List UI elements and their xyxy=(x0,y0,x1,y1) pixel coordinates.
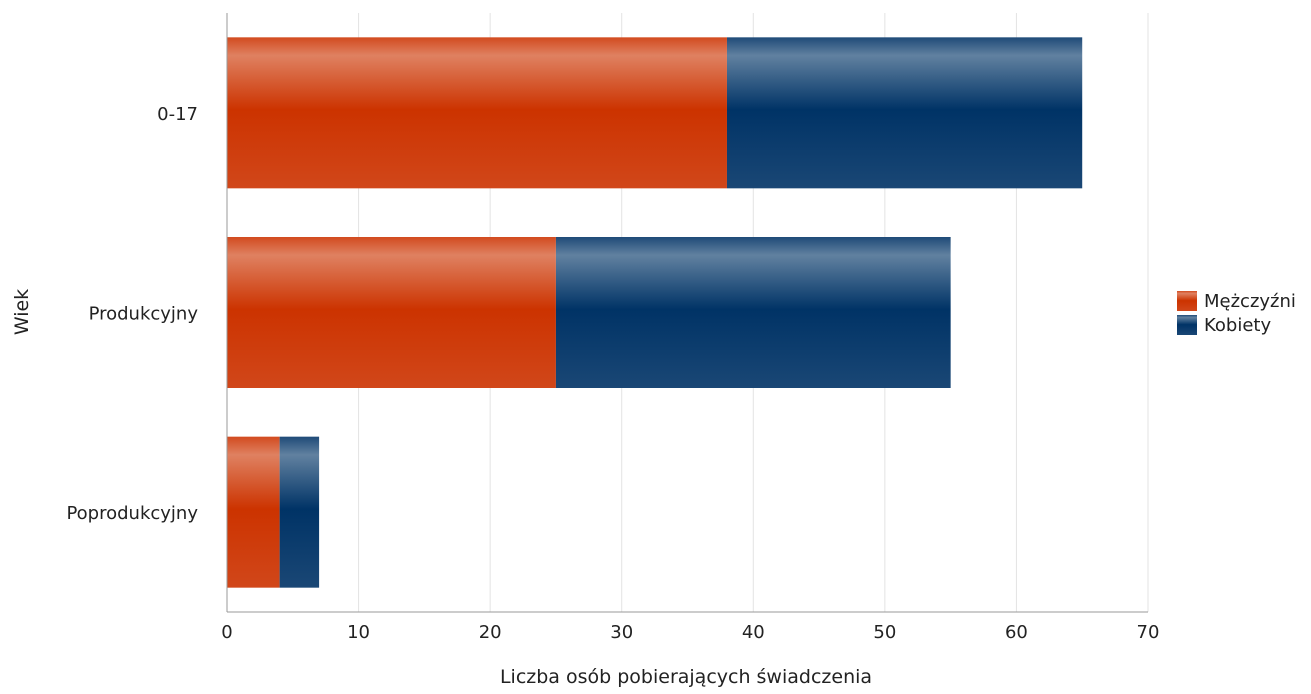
x-tick-label: 30 xyxy=(610,622,633,643)
bar-kobiety-0 xyxy=(726,37,1083,189)
legend-label: Mężczyźni xyxy=(1204,291,1296,312)
bar-kobiety-2 xyxy=(279,436,320,588)
legend-label: Kobiety xyxy=(1204,315,1271,336)
bars xyxy=(227,37,1083,588)
category-labels: 0-17 Produkcyjny Poprodukcyjny xyxy=(66,104,198,524)
x-tick-label: 60 xyxy=(1005,622,1028,643)
legend: Mężczyźni Kobiety xyxy=(1177,291,1296,336)
category-label: 0-17 xyxy=(157,104,198,125)
x-tick-labels: 0 10 20 30 40 50 60 70 xyxy=(221,622,1159,643)
axes xyxy=(226,13,1148,613)
x-tick-label: 0 xyxy=(221,622,232,643)
category-label: Produkcyjny xyxy=(89,304,199,325)
bar-mezczyzni-1 xyxy=(227,237,556,388)
legend-swatch xyxy=(1177,315,1197,335)
x-tick-label: 40 xyxy=(742,622,765,643)
x-tick-label: 70 xyxy=(1137,622,1160,643)
y-axis-title: Wiek xyxy=(11,289,33,335)
bar-mezczyzni-0 xyxy=(227,37,727,189)
bar-kobiety-1 xyxy=(555,237,951,388)
x-tick-label: 20 xyxy=(479,622,502,643)
category-label: Poprodukcyjny xyxy=(66,503,198,524)
legend-swatch xyxy=(1177,291,1197,311)
x-axis-title: Liczba osób pobierających świadczenia xyxy=(500,666,872,688)
bar-mezczyzni-2 xyxy=(227,436,280,588)
x-tick-label: 10 xyxy=(347,622,370,643)
x-tick-label: 50 xyxy=(873,622,896,643)
